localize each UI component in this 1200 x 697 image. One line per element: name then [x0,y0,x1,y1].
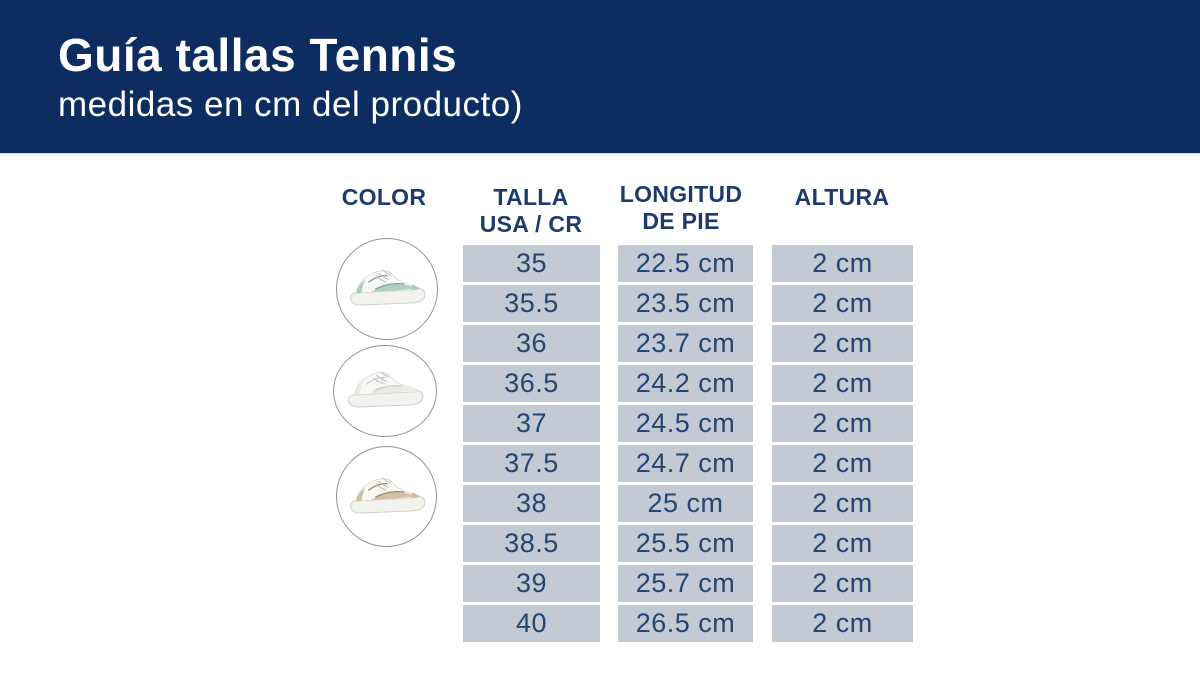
altura-cell: 2 cm [772,525,913,562]
altura-cell: 2 cm [772,485,913,522]
sneaker-white-gold-icon [349,477,425,514]
column-header-talla-line2: USA / CR [479,211,583,237]
longitud-cell: 23.7 cm [618,325,753,362]
talla-cell: 36 [463,325,600,362]
shoe-photo-circle [336,446,437,547]
shoe-photo-circle [336,238,438,340]
longitud-cell: 22.5 cm [618,245,753,282]
longitud-cell: 25.7 cm [618,565,753,602]
longitud-cell: 25.5 cm [618,525,753,562]
altura-cell: 2 cm [772,325,913,362]
column-header-altura: ALTURA [767,184,917,211]
altura-cell: 2 cm [772,245,913,282]
column-header-talla: TALLA USA / CR [456,184,606,238]
header-banner: Guía tallas Tennis medidas en cm del pro… [0,0,1200,154]
sneaker-white-icon [347,371,424,408]
talla-cell: 37 [463,405,600,442]
altura-cell: 2 cm [772,285,913,322]
longitud-cell: 23.5 cm [618,285,753,322]
longitud-cell: 24.7 cm [618,445,753,482]
column-header-color: COLOR [309,184,459,211]
talla-cell: 35.5 [463,285,600,322]
altura-cell: 2 cm [772,605,913,642]
altura-cell: 2 cm [772,365,913,402]
page-title: Guía tallas Tennis [58,29,458,81]
talla-cell: 36.5 [463,365,600,402]
longitud-cell: 24.2 cm [618,365,753,402]
column-header-talla-line1: TALLA [493,184,569,210]
column-header-longitud-line2: DE PIE [642,208,720,234]
talla-cell: 35 [463,245,600,282]
column-header-longitud-line1: LONGITUD [619,181,743,207]
talla-cell: 39 [463,565,600,602]
column-header-longitud: LONGITUD DE PIE [606,181,756,235]
column-header-color-label: COLOR [341,184,427,210]
longitud-cell: 26.5 cm [618,605,753,642]
altura-cell: 2 cm [772,405,913,442]
talla-cell: 40 [463,605,600,642]
sneaker-white-teal-icon [349,269,426,306]
shoe-photo-circle [333,345,437,437]
page-subtitle: medidas en cm del producto) [58,84,523,124]
talla-cell: 37.5 [463,445,600,482]
altura-cell: 2 cm [772,445,913,482]
talla-cell: 38.5 [463,525,600,562]
altura-cell: 2 cm [772,565,913,602]
longitud-cell: 24.5 cm [618,405,753,442]
longitud-cell: 25 cm [618,485,753,522]
column-header-altura-label: ALTURA [794,184,890,210]
talla-cell: 38 [463,485,600,522]
